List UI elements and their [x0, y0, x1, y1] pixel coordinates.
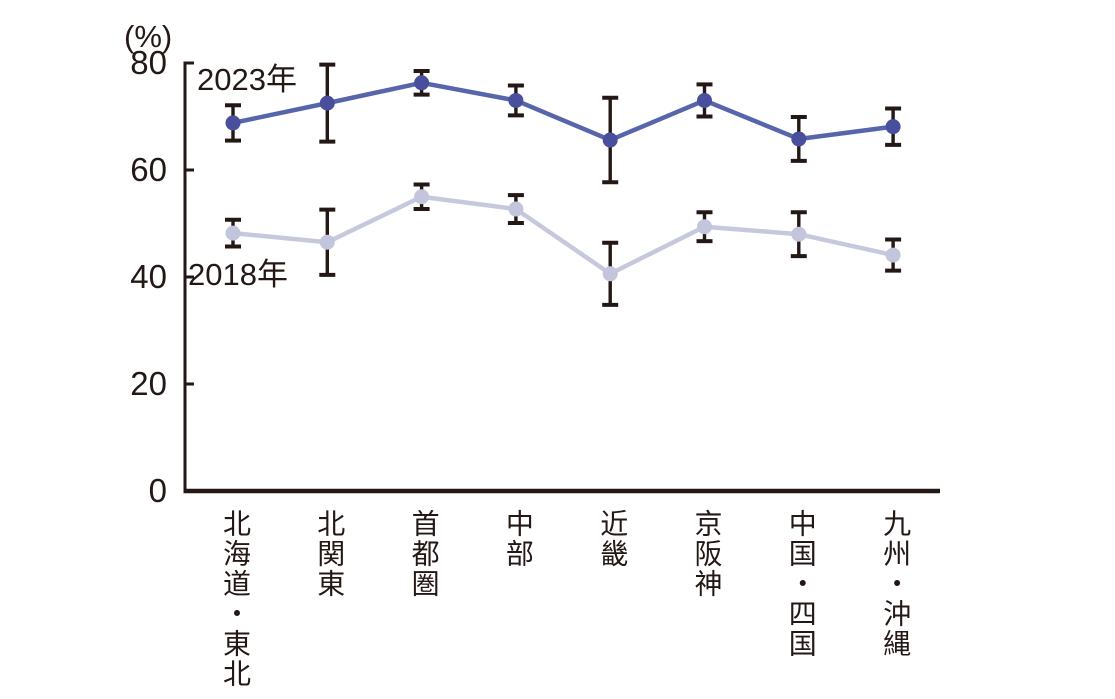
series-label: 2018年	[188, 257, 288, 292]
data-point	[225, 225, 241, 241]
y-tick-label: 40	[130, 258, 167, 295]
data-point	[319, 95, 335, 111]
series-line	[232, 194, 894, 277]
data-point	[319, 234, 335, 250]
series-2018年: 2018年	[188, 182, 902, 307]
data-point	[414, 189, 430, 205]
y-axis-unit-label: (%)	[124, 19, 173, 54]
x-axis-label: 京阪神	[691, 509, 723, 599]
series-label: 2023年	[197, 62, 297, 97]
data-point	[508, 92, 524, 108]
data-point	[225, 115, 241, 131]
data-point	[697, 219, 712, 235]
x-axis-label: 首都圏	[408, 509, 440, 599]
data-point	[791, 131, 807, 147]
x-axis-label: 中国・四国	[785, 509, 817, 659]
series-2023年: 2023年	[197, 62, 902, 185]
data-point	[791, 226, 807, 242]
x-axis-label: 九州・沖縄	[880, 509, 912, 659]
y-tick-label: 60	[130, 151, 167, 188]
data-point	[602, 266, 618, 282]
series-line	[232, 80, 894, 143]
y-tick-label: 0	[148, 472, 167, 509]
x-axis-label: 近畿	[597, 509, 629, 569]
data-point	[885, 247, 901, 263]
data-point	[508, 201, 524, 217]
y-tick-label: 20	[130, 365, 167, 402]
x-axis-label: 北海道・東北	[220, 509, 251, 689]
data-point	[602, 132, 618, 148]
x-axis-label: 中部	[502, 509, 534, 569]
data-point	[885, 119, 901, 135]
data-point	[697, 92, 712, 108]
x-axis-label: 北関東	[314, 509, 346, 599]
y-tick-label: 80	[130, 44, 167, 81]
data-point	[414, 75, 430, 91]
